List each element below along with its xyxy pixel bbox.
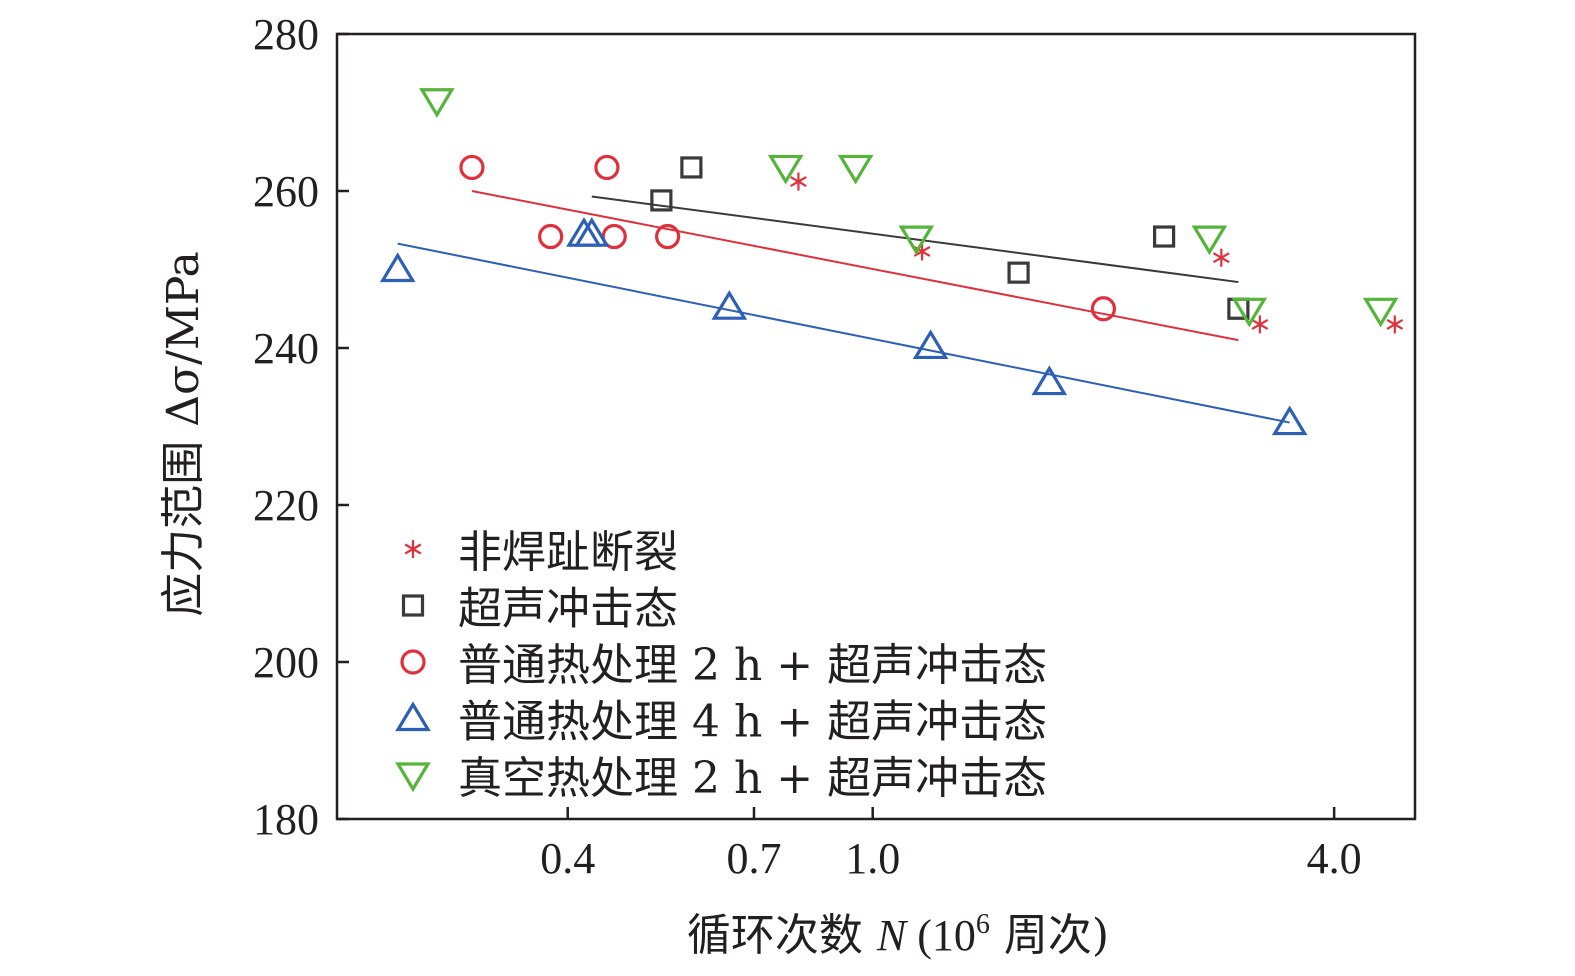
x-tick-label: 4.0 [1307, 834, 1362, 883]
data-point-circle [655, 223, 681, 250]
x-tick-label: 0.7 [726, 834, 781, 883]
data-point-square [680, 156, 703, 179]
data-point-triangle-down [837, 154, 874, 185]
data-point-circle [459, 154, 485, 181]
y-axis-title: 应力范围 Δσ/MPa [158, 251, 209, 617]
legend-label: 真空热处理 2 h + 超声冲击态 [458, 753, 1047, 804]
legend-label: 普通热处理 2 h + 超声冲击态 [458, 640, 1047, 691]
legend-label: 非焊趾断裂 [458, 527, 678, 578]
x-axis-title: 循环次数 N (106 周次) [687, 909, 1109, 961]
data-point-triangle-up [573, 217, 610, 247]
legend-marker-triangle-up [395, 701, 431, 732]
legend-marker-circle [400, 649, 426, 675]
data-point-triangle-up [912, 329, 949, 360]
data-point-triangle-down [898, 225, 935, 256]
data-point-triangle-down [1191, 225, 1228, 256]
y-tick-label: 260 [253, 167, 319, 216]
x-tick-label: 0.4 [540, 834, 595, 883]
data-point-triangle-up [711, 290, 748, 320]
x-axis-title-variable: N [876, 911, 909, 960]
x-tick-label: 1.0 [845, 834, 900, 883]
data-point-circle [1090, 296, 1117, 322]
legend-marker-asterisk [404, 540, 422, 558]
data-point-triangle-up [379, 252, 416, 283]
data-point-square [650, 189, 673, 212]
y-tick-label: 280 [253, 10, 319, 59]
x-axis-title-unit-rest: 周次) [990, 910, 1109, 961]
y-tick-label: 220 [253, 481, 319, 530]
data-point-asterisk [790, 172, 807, 191]
data-point-asterisk [1251, 315, 1269, 334]
x-axis-title-prefix: 循环次数 [687, 910, 877, 961]
data-point-triangle-up [1271, 405, 1308, 436]
data-point-triangle-down [767, 154, 804, 185]
ticks-layer: 180 200 220 240 260 280 0.4 0.7 1.0 4.0 [253, 10, 1362, 883]
data-point-square [1007, 261, 1030, 284]
legend-label: 超声冲击态 [458, 584, 678, 635]
legend-marker-square [401, 594, 425, 617]
data-point-triangle-down [1231, 297, 1268, 328]
data-point-square [1153, 225, 1176, 248]
x-axis-title-exponent: 6 [976, 909, 990, 940]
legend-marker-triangle-down [395, 762, 431, 793]
y-tick-label: 200 [253, 638, 319, 687]
points-layer [379, 88, 1404, 436]
data-point-triangle-down [1362, 297, 1399, 328]
data-point-asterisk [1386, 315, 1404, 334]
data-point-circle [594, 154, 620, 181]
fit-line-series-4 [397, 242, 1290, 424]
data-point-triangle-up [1031, 365, 1068, 396]
data-point-circle [538, 223, 564, 250]
plot-frame [335, 32, 1417, 821]
x-axis-title-unit-open: (10 [906, 911, 976, 960]
fit-line-series-2 [591, 195, 1239, 284]
y-tick-label: 240 [253, 324, 319, 373]
y-tick-label: 180 [253, 795, 319, 844]
data-point-asterisk [1212, 248, 1230, 267]
fit-line-series-3 [471, 190, 1239, 342]
data-point-triangle-down [419, 88, 455, 118]
legend-label: 普通热处理 4 h + 超声冲击态 [458, 697, 1047, 748]
